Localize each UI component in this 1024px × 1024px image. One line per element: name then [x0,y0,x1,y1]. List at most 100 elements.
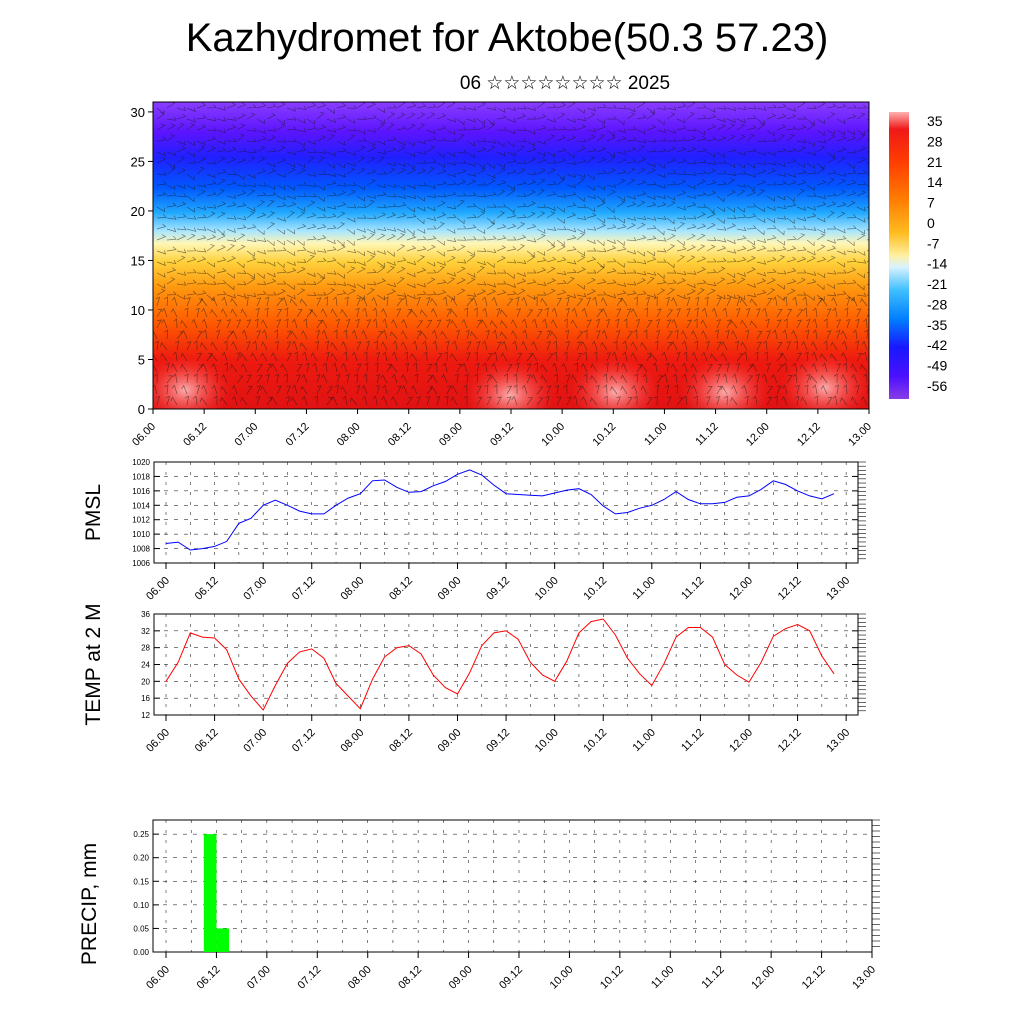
wind-barb [616,246,627,252]
wind-barb [856,250,866,256]
wind-barb [510,330,518,340]
wind-barb [576,195,585,202]
wind-barb [201,362,208,373]
wind-barb [526,106,537,112]
wind-barb [676,278,686,285]
wind-barb [501,340,508,351]
wind-barb [826,245,837,252]
wind-barb [810,341,818,351]
wind-barb [616,290,627,296]
wind-barb [246,173,256,179]
wind-barb [776,180,787,186]
wind-barb [476,118,485,125]
wind-barb [593,351,598,362]
wind-barb [346,104,357,109]
wind-barb [456,259,467,264]
wind-barb [220,385,228,395]
wind-barb [186,140,196,147]
wind-barb [796,352,802,362]
wind-barb [193,340,198,350]
wind-barb [176,201,187,208]
wind-barb [676,118,686,124]
wind-barb [681,362,688,373]
wind-barb [773,395,778,406]
wind-barb [736,183,747,188]
wind-barb [456,217,465,225]
wind-barb [856,283,865,291]
wind-barb [196,352,203,362]
wind-barb [165,362,170,373]
wind-barb [210,308,218,318]
wind-barb [831,296,838,307]
wind-barb [846,179,857,186]
wind-barb [556,102,567,109]
wind-barb [236,102,247,109]
wind-barb [566,235,577,241]
wind-barb [735,307,741,318]
wind-barb [816,294,825,302]
wind-barb [396,266,406,274]
wind-barb [261,329,268,340]
wind-barb [466,172,477,177]
wind-barb [620,385,628,395]
wind-barb [230,308,238,318]
wind-barb [406,167,416,175]
wind-barb [860,396,868,406]
wind-barb [296,118,306,124]
wind-barb [701,351,708,362]
wind-barb [176,156,186,164]
wind-barb [686,215,697,220]
wind-barb [461,362,468,373]
wind-barb [566,173,576,178]
x-tick-label: 11.12 [679,575,706,602]
x-tick-label: 12.00 [727,727,755,755]
wind-barb [156,283,166,289]
wind-barb [686,233,696,241]
wind-barb [716,297,722,307]
wind-barb [546,385,552,395]
wind-barb [846,200,856,208]
wind-barb [336,162,345,169]
wind-barb [166,134,176,142]
wind-barb [256,102,267,109]
x-tick-label: 13.00 [846,421,874,449]
wind-barb [526,179,537,186]
wind-barb [266,168,277,175]
wind-barb [706,288,716,296]
wind-barb [583,329,588,340]
wind-barb [746,375,754,384]
wind-barb [486,123,496,131]
wind-barb [546,103,557,109]
wind-barb [646,276,655,285]
wind-barb [506,259,517,264]
wind-barb [161,307,168,318]
wind-barb [816,256,827,263]
wind-barb [616,150,627,155]
wind-barb [536,250,546,257]
wind-barb [586,277,596,285]
wind-barb [401,318,408,329]
wind-barb [336,244,346,252]
wind-barb [686,255,696,263]
wind-barb [840,397,848,406]
wind-barb [596,279,607,285]
wind-barb [526,238,537,243]
wind-barb [762,307,768,318]
wind-barb [620,374,628,384]
wind-barb [716,206,726,213]
wind-barb [285,395,291,406]
wind-barb [476,289,486,296]
wind-barb [486,283,497,288]
wind-barb [184,373,189,384]
wind-barb [374,362,379,373]
wind-barb [586,173,595,181]
wind-barb [706,244,716,252]
wind-barb [356,341,362,351]
x-tick-label: 09.12 [497,964,525,992]
wind-barb [499,331,508,340]
wind-barb [786,134,795,142]
wind-barb [656,228,665,236]
wind-barb [786,179,797,186]
wind-barb [682,395,688,406]
wind-barb [676,308,681,318]
